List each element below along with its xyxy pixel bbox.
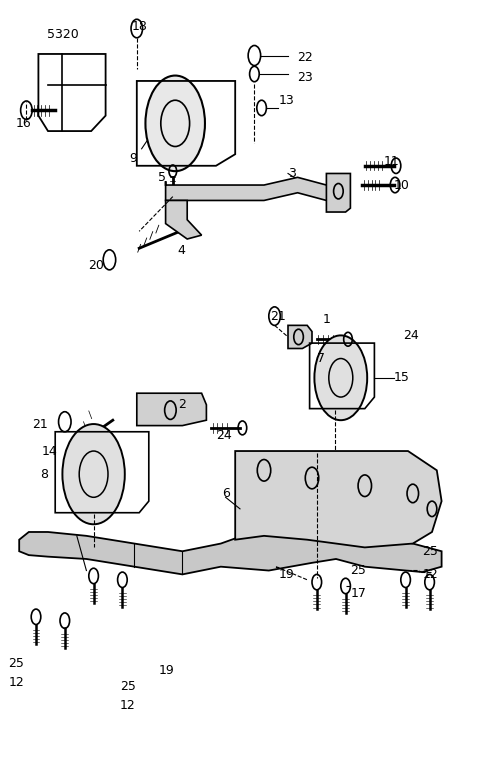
Circle shape [314,335,367,420]
Polygon shape [137,393,206,426]
Text: 25: 25 [350,564,366,577]
Text: 19: 19 [278,568,294,581]
Text: 6: 6 [222,487,229,500]
Text: 8: 8 [40,468,48,480]
Text: 5: 5 [158,171,167,183]
Text: 9: 9 [130,152,137,164]
Text: 17: 17 [350,588,366,600]
Text: 12: 12 [120,699,136,712]
Text: 2: 2 [179,399,186,411]
Text: 16: 16 [16,117,32,130]
Text: 3: 3 [288,167,296,180]
Text: 14: 14 [42,445,58,457]
Text: 5320: 5320 [47,29,78,41]
Text: 4: 4 [178,244,185,257]
Text: 10: 10 [394,179,409,191]
Text: 25: 25 [8,657,24,669]
Polygon shape [19,524,442,574]
Circle shape [62,424,125,524]
Polygon shape [326,173,350,212]
Text: 11: 11 [384,156,400,168]
Circle shape [145,76,205,171]
Polygon shape [166,177,346,200]
Polygon shape [235,451,442,547]
Text: 20: 20 [88,260,104,272]
Text: 24: 24 [403,329,419,342]
Text: 7: 7 [317,352,325,365]
Text: 13: 13 [278,94,294,106]
Text: 22: 22 [298,52,313,64]
Polygon shape [166,200,202,239]
Text: 12: 12 [8,676,24,689]
Text: 25: 25 [120,680,136,692]
Text: 21: 21 [32,418,48,430]
Polygon shape [288,325,312,348]
Text: 23: 23 [298,71,313,83]
Text: 25: 25 [422,545,438,557]
Text: 18: 18 [131,21,147,33]
Text: 24: 24 [216,429,232,442]
Text: 21: 21 [271,310,286,322]
Text: 12: 12 [422,568,438,581]
Text: 15: 15 [394,372,409,384]
Text: 19: 19 [158,665,174,677]
Text: 1: 1 [323,314,330,326]
